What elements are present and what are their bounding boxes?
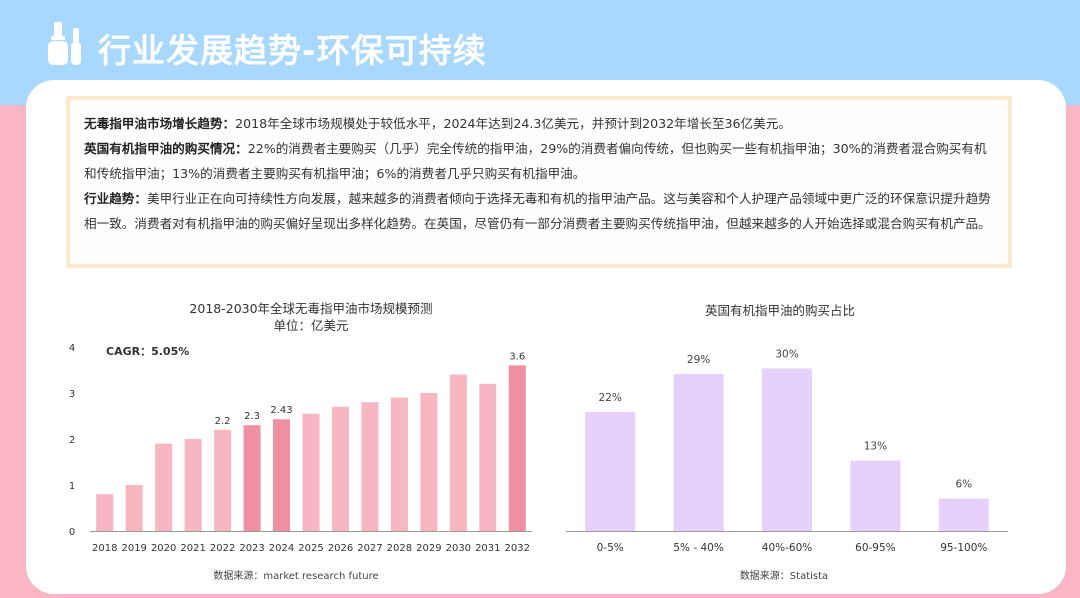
summary-paragraph: 英国有机指甲油的购买情况：22%的消费者主要购买（几乎）完全传统的指甲油，29%… xyxy=(84,136,994,186)
summary-label: 无毒指甲油市场增长趋势： xyxy=(84,116,236,131)
x-tick-label: 2026 xyxy=(328,543,353,554)
summary-text: 22%的消费者主要购买（几乎）完全传统的指甲油，29%的消费者偏向传统，但也购买… xyxy=(84,141,987,181)
bar-95-100% xyxy=(938,498,989,531)
data-label: 29% xyxy=(687,354,710,366)
bar-2022 xyxy=(214,429,232,531)
x-tick-label: 2031 xyxy=(475,543,500,554)
bar-60-95% xyxy=(850,460,901,531)
data-label: 13% xyxy=(864,441,887,453)
bar-2018 xyxy=(96,494,114,531)
chart-source: 数据来源：Statista xyxy=(740,569,828,582)
summary-label: 行业趋势： xyxy=(84,191,147,206)
data-label: 3.6 xyxy=(509,351,525,362)
x-tick-label: 2027 xyxy=(357,543,382,554)
bar-2028 xyxy=(390,397,408,531)
data-label: 22% xyxy=(599,392,622,404)
x-tick-label: 60-95% xyxy=(855,542,896,554)
bar-2023 xyxy=(243,425,261,531)
x-tick-label: 2028 xyxy=(387,543,412,554)
data-label: 2.2 xyxy=(215,416,231,427)
x-tick-label: 2024 xyxy=(269,543,294,554)
x-tick-label: 2019 xyxy=(121,543,146,554)
summary-text: 美甲行业正在向可持续性方向发展，越来越多的消费者倾向于选择无毒和有机的指甲油产品… xyxy=(84,191,991,231)
bar-2019 xyxy=(125,485,143,531)
chart-title: 2018-2030年全球无毒指甲油市场规模预测 xyxy=(189,301,432,316)
x-tick-label: 40%-60% xyxy=(762,542,812,554)
x-tick-label: 2022 xyxy=(210,543,235,554)
data-label: 2.3 xyxy=(244,411,260,422)
bar-2029 xyxy=(420,393,438,531)
cagr-annotation: CAGR：5.05% xyxy=(106,345,189,358)
nail-polish-icon xyxy=(48,22,81,65)
chart-source: 数据来源：market research future xyxy=(213,569,378,582)
y-tick-label: 1 xyxy=(69,481,75,492)
bar-2026 xyxy=(331,406,349,531)
x-tick-label: 2021 xyxy=(180,543,205,554)
x-tick-label: 95-100% xyxy=(940,542,987,554)
y-tick-label: 3 xyxy=(69,389,75,400)
bar-2027 xyxy=(361,402,379,531)
y-tick-label: 0 xyxy=(69,527,75,538)
y-tick-label: 2 xyxy=(69,435,75,446)
x-tick-label: 2030 xyxy=(446,543,471,554)
x-tick-label: 2023 xyxy=(239,543,264,554)
bar-2020 xyxy=(155,443,173,531)
summary-text: 2018年全球市场规模处于较低水平，2024年达到24.3亿美元，并预计到203… xyxy=(235,116,791,131)
bar-2032 xyxy=(508,365,526,531)
bar-2031 xyxy=(479,383,497,531)
x-tick-label: 2032 xyxy=(505,543,530,554)
bar-2025 xyxy=(302,413,320,531)
x-tick-label: 5% - 40% xyxy=(673,542,723,554)
chart-title: 英国有机指甲油的购买占比 xyxy=(705,303,855,318)
x-tick-label: 2025 xyxy=(298,543,323,554)
data-label: 6% xyxy=(955,479,972,491)
bar-2021 xyxy=(184,439,202,531)
bar-2024 xyxy=(273,419,291,531)
summary-paragraph: 行业趋势：美甲行业正在向可持续性方向发展，越来越多的消费者倾向于选择无毒和有机的… xyxy=(84,186,994,236)
x-tick-label: 2029 xyxy=(416,543,441,554)
chart-subtitle: 单位：亿美元 xyxy=(273,318,348,333)
x-tick-label: 2018 xyxy=(92,543,117,554)
y-tick-label: 4 xyxy=(69,343,75,354)
x-tick-label: 2020 xyxy=(151,543,176,554)
summary-paragraph: 无毒指甲油市场增长趋势：2018年全球市场规模处于较低水平，2024年达到24.… xyxy=(84,111,994,136)
data-label: 30% xyxy=(775,349,798,361)
bar-5% - 40% xyxy=(673,373,724,531)
bar-40%-60% xyxy=(762,368,812,531)
page-header: 行业发展趋势-环保可持续 xyxy=(0,0,1080,95)
x-tick-label: 0-5% xyxy=(597,542,624,554)
summary-label: 英国有机指甲油的购买情况： xyxy=(84,141,248,156)
data-label: 2.43 xyxy=(270,405,292,416)
page-title: 行业发展趋势-环保可持续 xyxy=(98,31,487,70)
bar-0-5% xyxy=(585,411,636,531)
summary-box: 无毒指甲油市场增长趋势：2018年全球市场规模处于较低水平，2024年达到24.… xyxy=(66,96,1012,268)
bar-2030 xyxy=(449,374,467,531)
